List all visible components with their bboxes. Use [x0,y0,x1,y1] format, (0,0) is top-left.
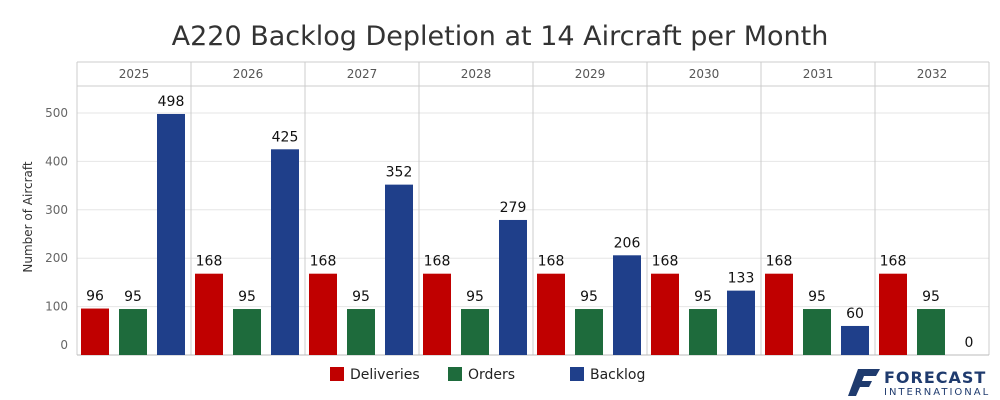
y-axis-label: Number of Aircraft [21,161,35,273]
bar-orders-2030 [689,309,717,355]
legend-swatch-orders [448,367,462,381]
x-tick-label: 2025 [119,67,150,81]
data-label: 60 [846,306,864,322]
bar-backlog-2026 [271,149,299,355]
chart-title: A220 Backlog Depletion at 14 Aircraft pe… [172,21,829,52]
logo-main-text: FORECAST [884,368,986,387]
bar-orders-2026 [233,309,261,355]
legend-swatch-deliveries [330,367,344,381]
y-tick-label: 500 [45,106,68,120]
bar-orders-2028 [461,309,489,355]
x-tick-label: 2027 [347,67,378,81]
legend-swatch-backlog [570,367,584,381]
y-tick-label: 0 [60,338,68,352]
y-tick-label: 200 [45,251,68,265]
data-label: 168 [652,254,679,270]
x-tick-label: 2032 [917,67,948,81]
legend-label-orders: Orders [468,367,515,383]
x-tick-label: 2031 [803,67,834,81]
data-label: 425 [272,129,299,145]
data-label: 279 [500,200,527,216]
data-label: 95 [466,289,484,305]
y-tick-label: 100 [45,300,68,314]
bar-deliveries-2025 [81,308,109,355]
bar-backlog-2027 [385,184,413,355]
y-tick-label: 300 [45,203,68,217]
data-label: 168 [424,254,451,270]
legend-label-deliveries: Deliveries [350,367,420,383]
forecast-international-flag-icon [848,369,880,396]
x-tick-label: 2030 [689,67,720,81]
bar-orders-2029 [575,309,603,355]
bar-backlog-2029 [613,255,641,355]
bars: 96 168 168 168 168 168 168 168 95 95 95 95 95 95 95 95 4… [81,94,973,355]
bar-orders-2032 [917,309,945,355]
bar-backlog-2031 [841,325,869,355]
bar-backlog-2030 [727,290,755,355]
bar-deliveries-2032 [879,273,907,355]
bar-deliveries-2026 [195,273,223,355]
data-label: 133 [728,271,755,287]
bar-deliveries-2029 [537,273,565,355]
bar-backlog-2025 [157,113,185,355]
data-label: 168 [538,254,565,270]
legend-label-backlog: Backlog [590,367,645,383]
bar-deliveries-2027 [309,273,337,355]
data-label: 95 [238,289,256,305]
forecast-international-logo: FORECAST INTERNATIONAL [848,368,990,398]
x-tick-label: 2029 [575,67,606,81]
bar-deliveries-2028 [423,273,451,355]
bar-backlog-2028 [499,219,527,355]
bar-orders-2027 [347,309,375,355]
grid: 0 100 200 300 400 500 2025 2026 2027 2028 2029 2030… [45,61,990,356]
legend: Deliveries Orders Backlog [330,367,645,383]
bar-orders-2031 [803,309,831,355]
data-label: 95 [352,289,370,305]
x-tick-label: 2028 [461,67,492,81]
bar-orders-2025 [119,309,147,355]
x-tick-label: 2026 [233,67,264,81]
bar-deliveries-2031 [765,273,793,355]
data-label: 0 [965,335,974,351]
data-label: 168 [310,254,337,270]
data-label: 95 [922,289,940,305]
y-tick-label: 400 [45,154,68,168]
data-label: 95 [808,289,826,305]
data-label: 206 [614,235,641,251]
data-label: 168 [880,254,907,270]
logo-sub-text: INTERNATIONAL [884,387,990,398]
data-label: 168 [196,254,223,270]
bar-deliveries-2030 [651,273,679,355]
data-label: 168 [766,254,793,270]
data-label: 96 [86,289,104,305]
data-label: 498 [158,94,185,110]
data-label: 95 [580,289,598,305]
data-label: 352 [386,165,413,181]
data-label: 95 [694,289,712,305]
data-label: 95 [124,289,142,305]
